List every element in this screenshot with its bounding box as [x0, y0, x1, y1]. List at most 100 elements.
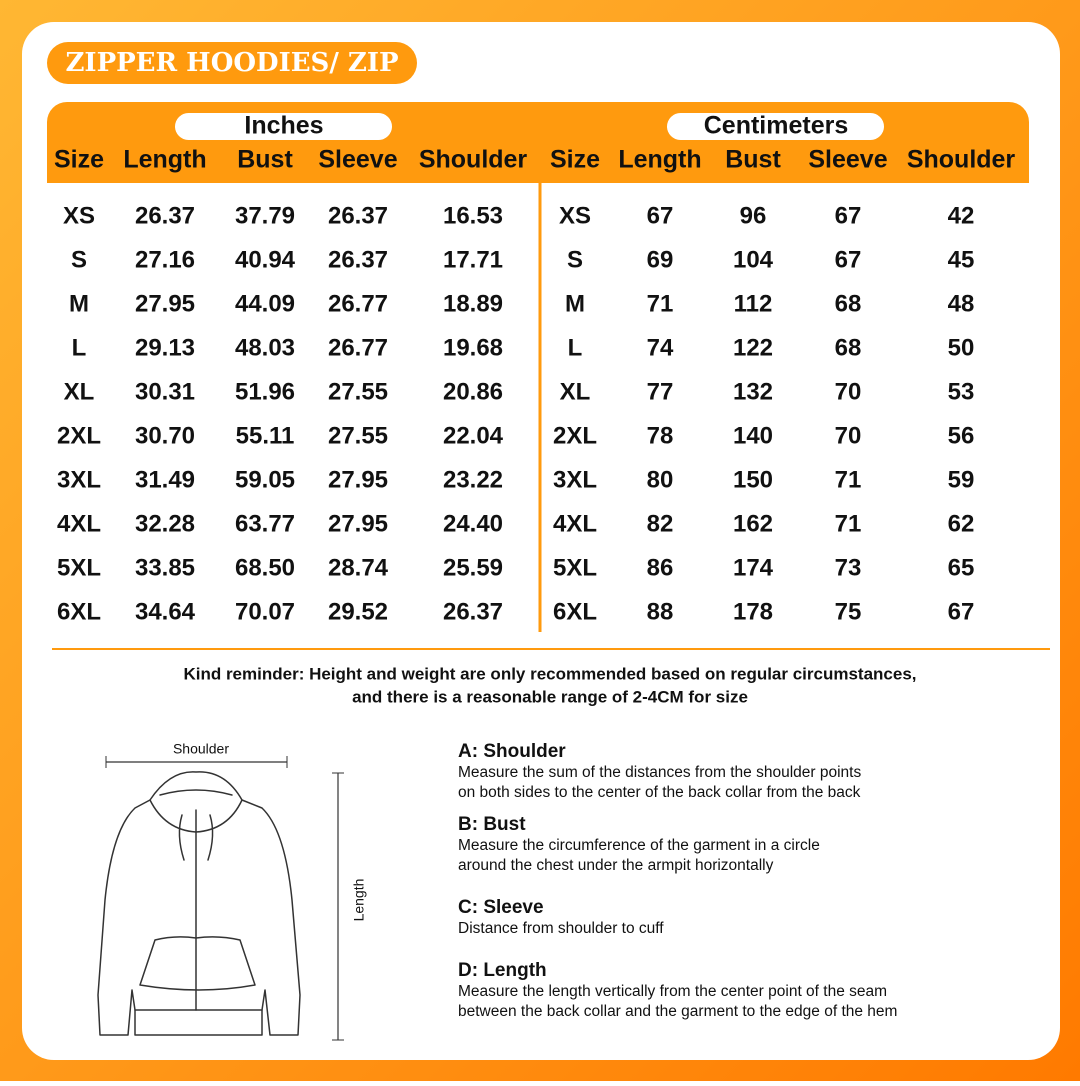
table-cell: 4XL: [553, 510, 597, 537]
table-cell: 28.74: [328, 554, 389, 581]
title-pill: [47, 42, 417, 84]
table-cell: XL: [64, 378, 95, 405]
hoodie-diagram: Shoulder Length: [97, 741, 367, 1041]
note-text: around the chest under the armpit horizo…: [458, 857, 774, 874]
note-text: between the back collar and the garment …: [458, 1003, 897, 1020]
table-cell: 70.07: [235, 598, 295, 625]
table-cell: 23.22: [443, 466, 503, 493]
column-header: Sleeve: [318, 146, 397, 174]
note-text: Measure the length vertically from the c…: [458, 983, 887, 1000]
reminder: Kind reminder: Height and weight are onl…: [183, 664, 916, 683]
column-header: Shoulder: [419, 146, 528, 174]
table-cell: 86: [647, 554, 674, 581]
size-table: Size Length Bust Sleeve Shoulder XS 26.37 37.79…: [54, 146, 1015, 626]
table-cell: 71: [835, 466, 862, 493]
table-cell: 140: [733, 422, 773, 449]
table-cell: 29.52: [328, 598, 388, 625]
table-cell: 6XL: [553, 598, 597, 625]
table-cell: 5XL: [553, 554, 597, 581]
table-cell: 19.68: [443, 334, 503, 361]
group-pill: [667, 113, 884, 140]
table-cell: 65: [948, 554, 975, 581]
table-cell: 3XL: [57, 466, 101, 493]
table-cell: XL: [560, 378, 591, 405]
table-cell: 26.37: [328, 246, 388, 273]
table-cell: 18.89: [443, 290, 503, 317]
table-cell: 34.64: [135, 598, 196, 625]
table-cell: 2XL: [57, 422, 101, 449]
table-cell: 27.55: [328, 422, 388, 449]
table-cell: 68.50: [235, 554, 295, 581]
table-cell: 68: [835, 334, 862, 361]
table-cell: S: [71, 246, 87, 273]
table-cell: 40.94: [235, 246, 296, 273]
table-cell: 78: [647, 422, 674, 449]
table-cell: 27.55: [328, 378, 388, 405]
note-title: B: Bust: [458, 814, 526, 835]
table-cell: 56: [948, 422, 975, 449]
note-title: A: Shoulder: [458, 741, 566, 762]
table-cell: 44.09: [235, 290, 295, 317]
group-label: Centimeters: [704, 112, 849, 140]
table-cell: 37.79: [235, 202, 295, 229]
note-text: on both sides to the center of the back …: [458, 784, 861, 801]
note-text: Distance from shoulder to cuff: [458, 920, 664, 937]
table-cell: 33.85: [135, 554, 195, 581]
table-cell: 5XL: [57, 554, 101, 581]
table-cell: 178: [733, 598, 773, 625]
column-header: Bust: [237, 146, 293, 174]
table-cell: 2XL: [553, 422, 597, 449]
table-cell: 75: [835, 598, 862, 625]
table-cell: L: [72, 334, 87, 361]
table-cell: 22.04: [443, 422, 504, 449]
table-cell: 59.05: [235, 466, 295, 493]
table-cell: 45: [948, 246, 975, 273]
table-cell: 69: [647, 246, 674, 273]
column-header: Length: [123, 146, 206, 174]
table-cell: 132: [733, 378, 773, 405]
table-cell: 27.16: [135, 246, 195, 273]
table-cell: 16.53: [443, 202, 503, 229]
table-cell: 77: [647, 378, 674, 405]
table-cell: 6XL: [57, 598, 101, 625]
column-header: Size: [54, 146, 104, 174]
title: ZIPPER HOODIES/ ZIP: [65, 48, 398, 78]
table-cell: 24.40: [443, 510, 503, 537]
table-cell: 104: [733, 246, 774, 273]
table-cell: 4XL: [57, 510, 101, 537]
measurement-notes: A: Shoulder Measure the sum of the distan…: [458, 741, 897, 1020]
column-header: Bust: [725, 146, 781, 174]
table-cell: 71: [835, 510, 862, 537]
table-cell: 82: [647, 510, 674, 537]
column-header: Size: [550, 146, 600, 174]
table-cell: XS: [559, 202, 591, 229]
table-cell: 26.37: [328, 202, 388, 229]
table-cell: 55.11: [236, 422, 295, 449]
note-title: C: Sleeve: [458, 897, 544, 918]
table-cell: 26.37: [443, 598, 503, 625]
table-cell: M: [565, 290, 585, 317]
note-title: D: Length: [458, 960, 547, 981]
column-header: Length: [618, 146, 701, 174]
pocket: [139, 936, 256, 991]
table-cell: 80: [647, 466, 674, 493]
table-cell: 70: [835, 378, 862, 405]
table-cell: 162: [733, 510, 773, 537]
table-cell: 150: [733, 466, 773, 493]
table-cell: 67: [948, 598, 975, 625]
table-cell: 32.28: [135, 510, 195, 537]
column-header: Sleeve: [808, 146, 887, 174]
table-cell: 20.86: [443, 378, 503, 405]
table-cell: 67: [647, 202, 674, 229]
table-cell: 67: [835, 246, 862, 273]
table-cell: 26.37: [135, 202, 195, 229]
table-cell: 48: [948, 290, 975, 317]
table-cell: M: [69, 290, 89, 317]
table-cell: 30.31: [135, 378, 195, 405]
table-cell: 88: [647, 598, 674, 625]
table-cell: 71: [647, 290, 674, 317]
table-cell: 62: [948, 510, 975, 537]
table-cell: 48.03: [235, 334, 295, 361]
table-cell: 59: [948, 466, 975, 493]
